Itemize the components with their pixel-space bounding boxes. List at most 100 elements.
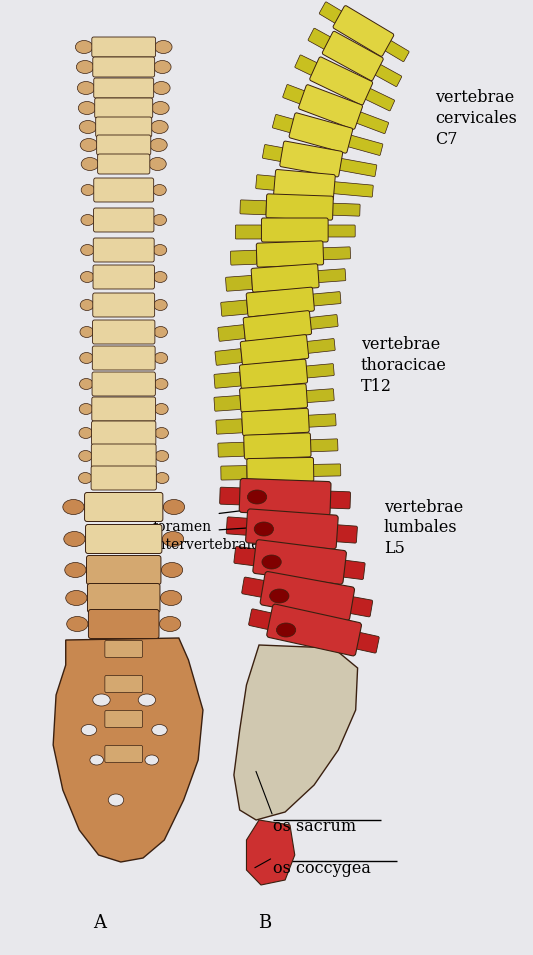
Ellipse shape [79, 451, 92, 461]
Ellipse shape [270, 589, 289, 603]
FancyBboxPatch shape [87, 584, 160, 612]
FancyBboxPatch shape [266, 194, 333, 221]
Ellipse shape [79, 120, 96, 134]
Ellipse shape [153, 244, 167, 256]
FancyBboxPatch shape [85, 524, 162, 554]
FancyBboxPatch shape [216, 419, 243, 435]
Ellipse shape [63, 499, 84, 515]
Ellipse shape [154, 352, 168, 364]
Ellipse shape [154, 60, 171, 74]
FancyBboxPatch shape [220, 487, 243, 505]
Ellipse shape [80, 352, 93, 364]
FancyBboxPatch shape [230, 250, 257, 265]
FancyBboxPatch shape [95, 98, 153, 118]
FancyBboxPatch shape [240, 334, 309, 366]
FancyBboxPatch shape [96, 135, 151, 155]
FancyBboxPatch shape [105, 746, 142, 762]
FancyBboxPatch shape [282, 84, 305, 104]
FancyBboxPatch shape [336, 560, 365, 580]
FancyBboxPatch shape [350, 110, 389, 134]
Text: vertebrae
cervicales
C7: vertebrae cervicales C7 [435, 89, 517, 148]
FancyBboxPatch shape [260, 571, 354, 621]
FancyBboxPatch shape [221, 466, 247, 480]
Ellipse shape [152, 725, 167, 735]
Ellipse shape [159, 617, 181, 631]
FancyBboxPatch shape [221, 300, 248, 316]
FancyBboxPatch shape [105, 675, 142, 692]
FancyBboxPatch shape [246, 509, 338, 549]
FancyBboxPatch shape [326, 181, 373, 197]
FancyBboxPatch shape [253, 540, 346, 584]
Ellipse shape [81, 215, 94, 225]
FancyBboxPatch shape [227, 517, 249, 535]
FancyBboxPatch shape [379, 37, 409, 62]
FancyBboxPatch shape [273, 169, 335, 201]
Ellipse shape [149, 158, 166, 171]
FancyBboxPatch shape [85, 493, 163, 521]
Text: foramen
intervertebrale: foramen intervertebrale [152, 520, 260, 552]
Polygon shape [234, 645, 358, 820]
Ellipse shape [160, 590, 182, 605]
FancyBboxPatch shape [239, 359, 308, 389]
Ellipse shape [79, 378, 93, 390]
FancyBboxPatch shape [92, 346, 155, 370]
Ellipse shape [161, 562, 183, 578]
FancyBboxPatch shape [262, 218, 328, 242]
FancyBboxPatch shape [225, 275, 253, 291]
FancyBboxPatch shape [272, 115, 294, 133]
FancyBboxPatch shape [312, 268, 346, 283]
Ellipse shape [66, 590, 87, 605]
Ellipse shape [108, 794, 124, 806]
Ellipse shape [81, 158, 99, 171]
FancyBboxPatch shape [327, 203, 360, 216]
Ellipse shape [80, 271, 94, 283]
Ellipse shape [163, 532, 184, 546]
FancyBboxPatch shape [93, 265, 155, 289]
Ellipse shape [155, 473, 169, 483]
Ellipse shape [163, 499, 184, 515]
FancyBboxPatch shape [105, 641, 142, 657]
Ellipse shape [80, 300, 94, 310]
FancyBboxPatch shape [215, 349, 242, 365]
FancyBboxPatch shape [301, 364, 334, 378]
Ellipse shape [79, 428, 93, 438]
FancyBboxPatch shape [86, 556, 161, 584]
FancyBboxPatch shape [266, 605, 361, 656]
FancyBboxPatch shape [304, 314, 338, 329]
FancyBboxPatch shape [341, 134, 383, 156]
FancyBboxPatch shape [93, 57, 155, 77]
FancyBboxPatch shape [236, 225, 262, 239]
FancyBboxPatch shape [302, 339, 335, 354]
Ellipse shape [247, 490, 266, 504]
Ellipse shape [155, 428, 168, 438]
FancyBboxPatch shape [308, 464, 341, 477]
FancyBboxPatch shape [218, 442, 244, 457]
FancyBboxPatch shape [94, 78, 154, 98]
Ellipse shape [80, 138, 98, 152]
FancyBboxPatch shape [289, 113, 353, 153]
FancyBboxPatch shape [105, 711, 142, 728]
FancyBboxPatch shape [280, 141, 343, 177]
FancyBboxPatch shape [344, 596, 373, 617]
Ellipse shape [75, 40, 93, 53]
FancyBboxPatch shape [244, 433, 311, 459]
Text: os sacrum: os sacrum [273, 818, 356, 836]
Ellipse shape [153, 81, 170, 95]
FancyBboxPatch shape [256, 241, 324, 267]
Text: B: B [257, 914, 271, 932]
Ellipse shape [138, 694, 156, 706]
FancyBboxPatch shape [317, 246, 351, 260]
FancyBboxPatch shape [333, 6, 394, 56]
Text: A: A [93, 914, 106, 932]
Text: vertebrae
lumbales
L5: vertebrae lumbales L5 [384, 499, 463, 558]
FancyBboxPatch shape [88, 609, 159, 639]
FancyBboxPatch shape [93, 238, 154, 262]
FancyBboxPatch shape [308, 29, 331, 50]
Ellipse shape [67, 617, 88, 631]
FancyBboxPatch shape [247, 457, 314, 482]
Text: vertebrae
thoracicae
T12: vertebrae thoracicae T12 [361, 336, 447, 395]
Polygon shape [246, 820, 295, 885]
FancyBboxPatch shape [319, 2, 342, 23]
FancyBboxPatch shape [239, 478, 331, 516]
FancyBboxPatch shape [243, 310, 312, 341]
